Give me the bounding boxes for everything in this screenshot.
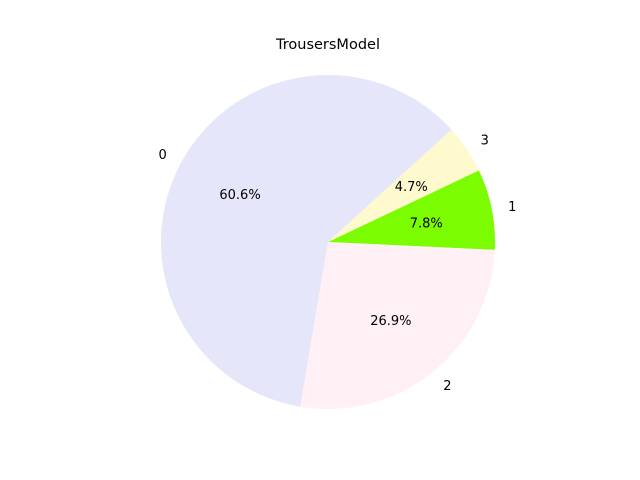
slice-label-2: 2 [443, 379, 451, 394]
pie-slice-0 [160, 74, 452, 407]
chart-title: TrousersModel [275, 37, 380, 53]
slice-label-0: 0 [158, 148, 166, 163]
slice-label-3: 3 [481, 134, 489, 149]
slice-label-1: 1 [508, 200, 516, 215]
pie-slice-1 [328, 170, 495, 250]
slice-percent-2: 26.9% [370, 314, 411, 329]
pie-labels: 1 7.8% 3 4.7% 0 60.6% 2 26.9% [158, 134, 516, 394]
pie-slices [160, 74, 495, 409]
slice-percent-1: 7.8% [410, 216, 443, 231]
slice-percent-3: 4.7% [395, 180, 428, 195]
slice-percent-0: 60.6% [219, 188, 260, 203]
pie-slice-2 [300, 242, 495, 409]
pie-slice-3 [328, 129, 479, 242]
